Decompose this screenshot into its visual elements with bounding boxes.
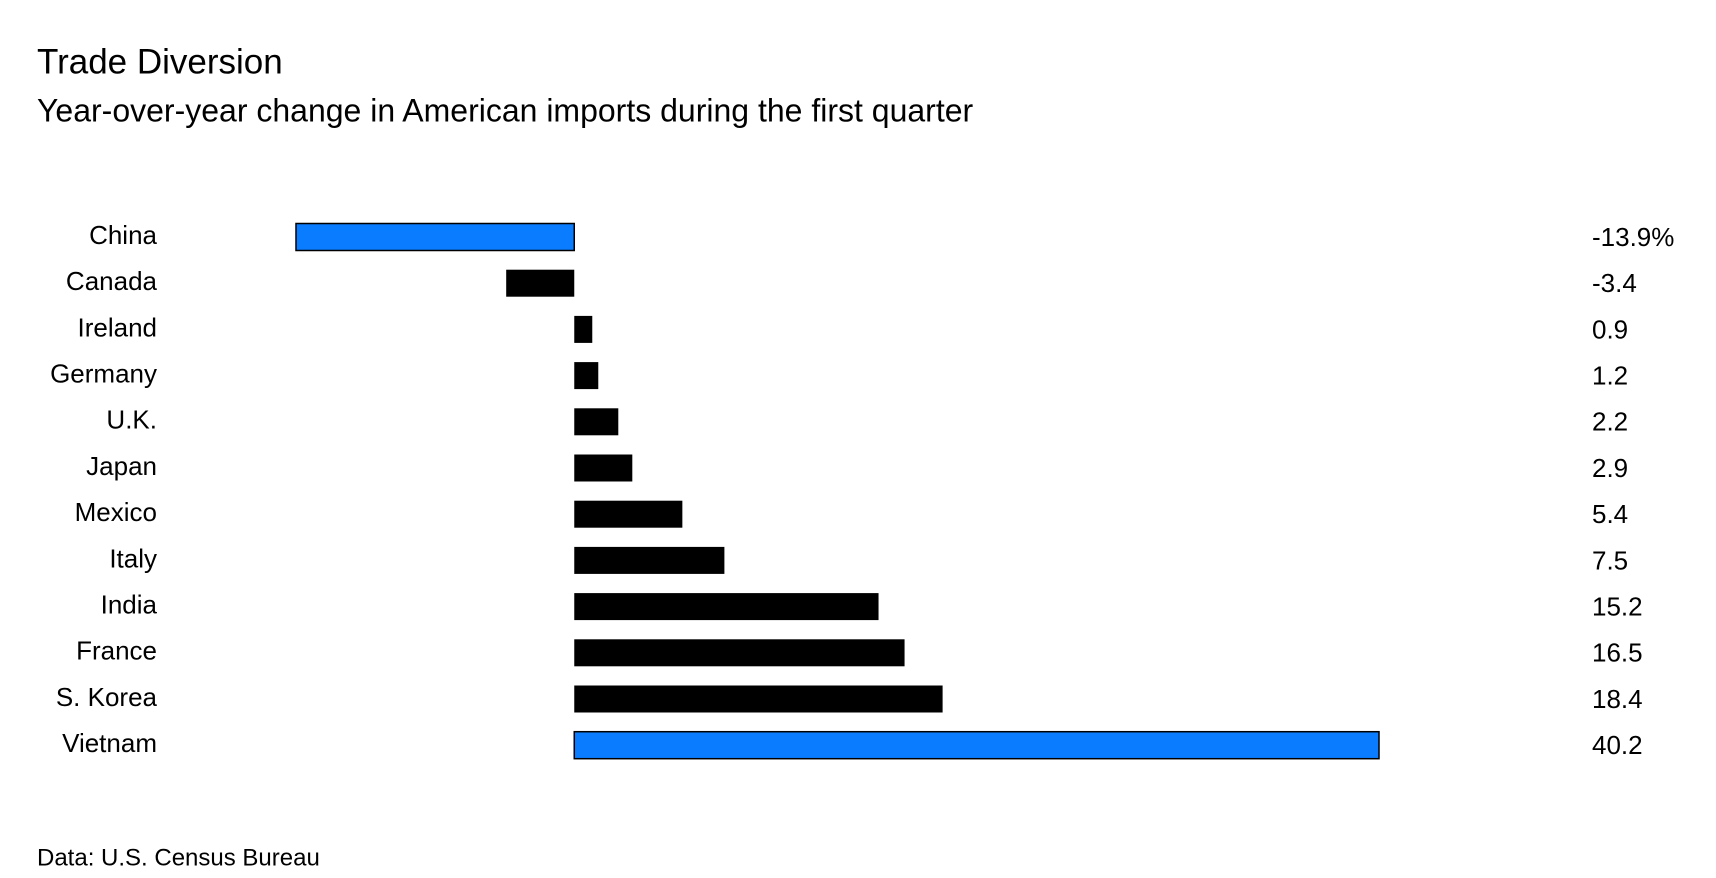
- category-label: India: [101, 589, 158, 619]
- bar: [574, 546, 725, 574]
- bar: [574, 454, 633, 482]
- value-label: 40.2: [1592, 730, 1643, 760]
- category-label: Italy: [109, 543, 157, 573]
- value-label: -13.9%: [1592, 222, 1674, 252]
- category-label: S. Korea: [56, 682, 158, 712]
- category-label: Canada: [66, 266, 158, 296]
- category-label: China: [89, 220, 157, 250]
- category-label: Ireland: [78, 312, 158, 342]
- bar: [295, 222, 576, 252]
- chart-subtitle: Year-over-year change in American import…: [37, 92, 974, 128]
- category-label: Germany: [50, 358, 157, 388]
- value-label: 5.4: [1592, 499, 1628, 529]
- value-label: 2.2: [1592, 407, 1628, 437]
- category-label: Vietnam: [62, 728, 157, 758]
- category-label: U.K.: [106, 405, 157, 435]
- value-label: -3.4: [1592, 268, 1637, 298]
- bar: [574, 685, 943, 713]
- bar: [574, 362, 599, 390]
- value-label: 0.9: [1592, 314, 1628, 344]
- bar: [574, 639, 905, 667]
- source-note: Data: U.S. Census Bureau: [37, 844, 320, 871]
- bar: [573, 730, 1380, 760]
- chart-title: Trade Diversion: [37, 42, 283, 81]
- value-label: 16.5: [1592, 638, 1643, 668]
- category-label: Mexico: [75, 497, 157, 527]
- bar: [574, 408, 619, 436]
- value-label: 2.9: [1592, 453, 1628, 483]
- bar: [506, 269, 575, 297]
- bar: [574, 500, 683, 528]
- value-label: 7.5: [1592, 545, 1628, 575]
- value-label: 15.2: [1592, 591, 1643, 621]
- category-label: France: [76, 636, 157, 666]
- bar: [574, 315, 593, 343]
- value-label: 1.2: [1592, 360, 1628, 390]
- value-label: 18.4: [1592, 684, 1643, 714]
- category-label: Japan: [86, 451, 157, 481]
- bar: [574, 593, 879, 621]
